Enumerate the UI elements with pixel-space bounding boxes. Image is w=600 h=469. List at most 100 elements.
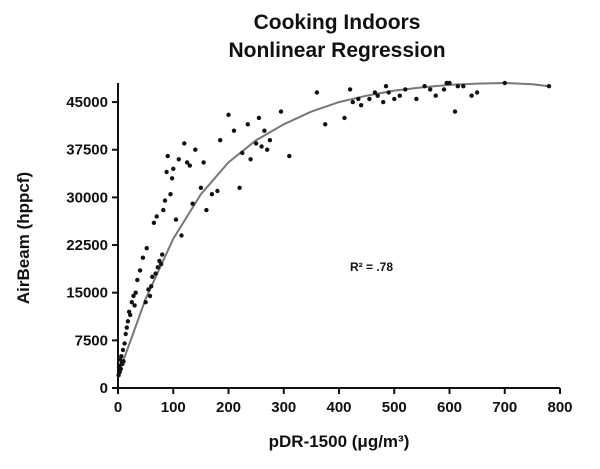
y-ticks: 0 7500 15000 22500 30000 37500 45000: [66, 94, 118, 397]
data-point: [119, 354, 124, 359]
data-point: [452, 109, 458, 114]
x-axis-title: pDR-1500 (μg/m³): [269, 432, 410, 451]
data-point: [447, 80, 452, 86]
data-point: [356, 96, 361, 102]
data-point: [256, 115, 262, 121]
data-point: [414, 96, 419, 102]
data-point: [160, 252, 165, 257]
y-tick-label: 0: [100, 380, 108, 397]
data-point: [469, 93, 474, 98]
data-point: [204, 207, 209, 213]
data-point: [342, 115, 347, 121]
data-point: [201, 160, 206, 165]
data-point: [259, 144, 264, 149]
data-point: [314, 90, 320, 95]
data-point: [147, 293, 153, 299]
data-point: [135, 277, 140, 283]
x-tick-label: 700: [492, 399, 517, 416]
data-point: [397, 93, 402, 98]
x-tick-label: 0: [114, 399, 122, 416]
data-point: [158, 261, 164, 267]
data-point: [350, 99, 355, 105]
data-point: [386, 90, 391, 95]
data-point: [169, 176, 175, 181]
fit-curve: [117, 81, 550, 376]
y-axis-title: AirBeam (hppcf): [14, 172, 33, 304]
data-point: [154, 214, 159, 219]
data-point: [218, 138, 223, 143]
data-point: [118, 366, 124, 372]
data-point: [367, 96, 372, 102]
chart-title: Cooking Indoors: [254, 11, 421, 34]
data-point: [209, 192, 215, 197]
data-point: [265, 147, 270, 152]
data-point: [278, 109, 284, 114]
data-point: [132, 303, 137, 308]
data-point: [267, 138, 273, 143]
data-point: [441, 87, 447, 92]
data-point: [347, 87, 353, 92]
data-point: [403, 87, 408, 92]
data-point: [133, 290, 138, 295]
data-point: [143, 300, 148, 305]
y-tick-label: 7500: [75, 332, 108, 349]
data-points: [116, 80, 552, 378]
data-point: [372, 90, 378, 95]
data-point: [140, 255, 146, 260]
data-point: [162, 198, 168, 203]
x-tick-label: 500: [382, 399, 407, 416]
data-point: [129, 300, 134, 305]
data-point: [137, 268, 143, 273]
x-ticks: 0 100 200 300 400 500 600 700 800: [114, 388, 573, 416]
data-point: [240, 150, 245, 156]
data-point: [358, 103, 364, 108]
data-point: [155, 265, 160, 270]
data-point: [433, 93, 438, 98]
x-tick-label: 200: [216, 399, 241, 416]
data-point: [455, 84, 460, 89]
data-point: [120, 347, 126, 353]
data-point: [392, 96, 397, 102]
data-point: [151, 220, 157, 225]
y-tick-label: 30000: [66, 189, 108, 206]
chart-subtitle: Nonlinear Regression: [228, 39, 445, 62]
data-point: [287, 153, 292, 159]
x-tick-label: 800: [547, 399, 572, 416]
data-point: [237, 185, 242, 190]
data-point: [125, 319, 131, 324]
x-tick-label: 300: [271, 399, 296, 416]
data-point: [198, 185, 204, 190]
data-point: [173, 217, 179, 222]
data-point: [383, 84, 389, 89]
r-squared-annotation: R² = .78: [350, 260, 393, 274]
data-point: [226, 112, 231, 118]
y-tick-label: 45000: [66, 94, 108, 111]
data-point: [190, 201, 195, 206]
data-point: [128, 312, 133, 318]
data-point: [122, 341, 127, 346]
data-point: [245, 122, 250, 127]
data-point: [184, 160, 190, 165]
data-point: [323, 122, 328, 127]
data-point: [144, 246, 149, 251]
y-tick-label: 15000: [66, 285, 108, 302]
data-point: [146, 287, 151, 292]
data-point: [164, 169, 169, 175]
data-point: [474, 90, 480, 95]
x-tick-label: 400: [326, 399, 351, 416]
data-point: [193, 147, 198, 152]
data-point: [171, 166, 176, 171]
data-point: [153, 271, 158, 276]
x-tick-label: 600: [437, 399, 462, 416]
data-point: [121, 359, 126, 364]
data-point: [502, 80, 507, 86]
data-point: [428, 87, 433, 92]
data-point: [262, 128, 267, 133]
data-point: [248, 157, 253, 162]
data-point: [215, 188, 220, 194]
data-point: [124, 325, 129, 330]
data-point: [231, 128, 237, 133]
data-point: [161, 207, 166, 213]
data-point: [546, 84, 552, 89]
